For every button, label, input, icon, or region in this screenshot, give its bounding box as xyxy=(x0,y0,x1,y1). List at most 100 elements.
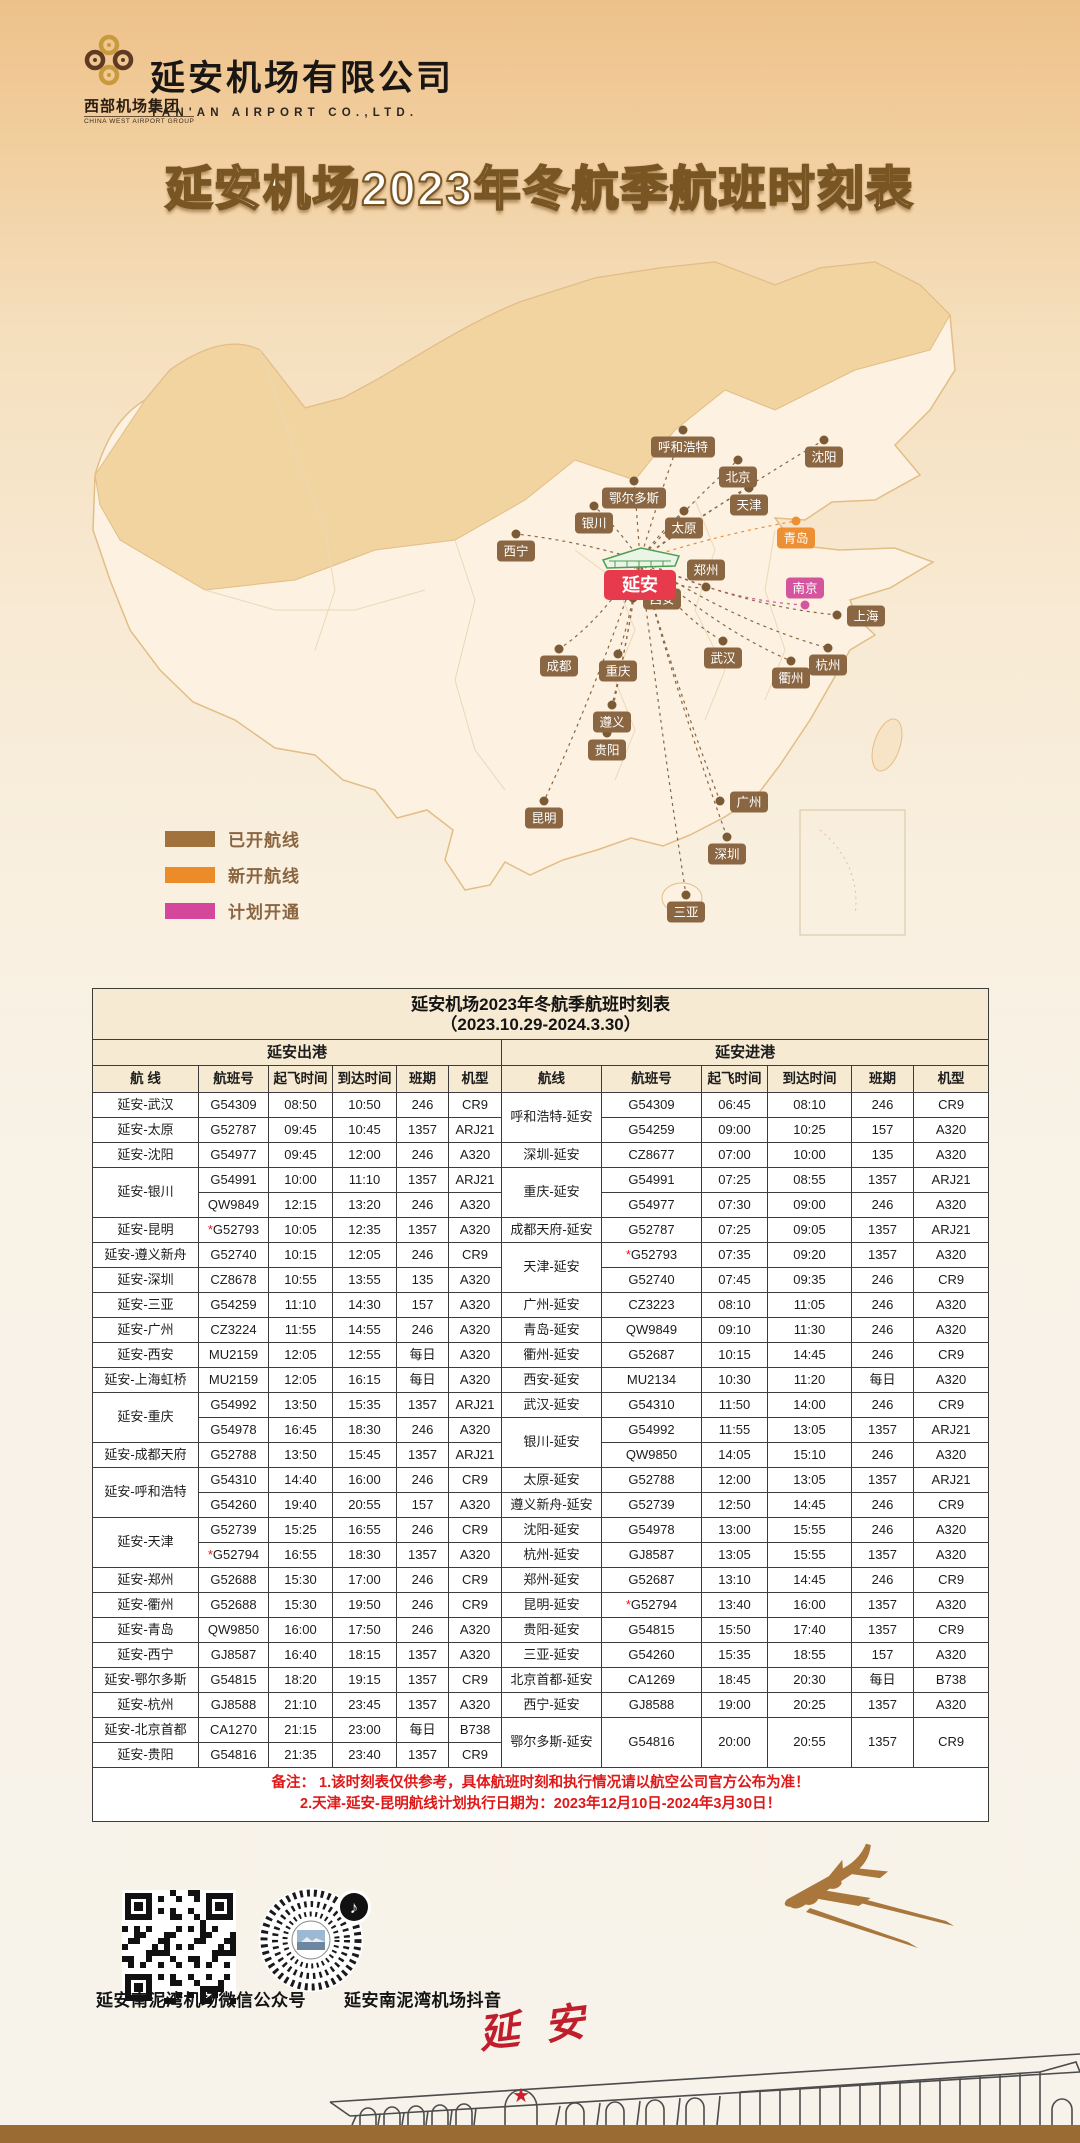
svg-text:南京: 南京 xyxy=(792,581,817,596)
arr-time-cell: 09:05 xyxy=(767,1217,852,1244)
city-label: 遵义 xyxy=(593,711,631,733)
route-cell: 延安-贵阳 xyxy=(92,1742,199,1769)
dep-time-cell: 09:45 xyxy=(268,1117,333,1144)
note-line: 备注： 1.该时刻表仅供参考，具体航班时刻和执行情况请以航空公司官方公布为准！ xyxy=(271,1775,810,1792)
table-title-row: 延安机场2023年冬航季航班时刻表 （2023.10.29-2024.3.30） xyxy=(91,987,990,1041)
aircraft-cell: A320 xyxy=(912,1292,990,1319)
yanan-terminal-icon xyxy=(601,547,681,569)
route-cell: 银川-延安 xyxy=(501,1417,602,1469)
svg-text:呼和浩特: 呼和浩特 xyxy=(658,440,708,455)
arr-time-cell: 18:55 xyxy=(767,1642,852,1669)
city-dot xyxy=(718,636,728,646)
days-cell: 1357 xyxy=(851,1467,914,1494)
svg-text:广州: 广州 xyxy=(736,796,761,810)
aircraft-cell: A320 xyxy=(448,1492,502,1519)
dep-time-cell: 15:30 xyxy=(268,1567,333,1594)
flight-no-cell: MU2159 xyxy=(198,1342,269,1369)
svg-text:太原: 太原 xyxy=(671,521,696,536)
flight-no-cell: G54260 xyxy=(198,1492,269,1519)
days-cell: 135 xyxy=(396,1267,449,1294)
table-row: 延安-沈阳 G54977 09:45 12:00 246 A320 深圳-延安 CZ8677 0… xyxy=(92,1142,990,1169)
column-header: 到达时间 xyxy=(767,1065,852,1094)
aircraft-cell: ARJ21 xyxy=(912,1217,990,1244)
dep-time-cell: 07:00 xyxy=(701,1142,768,1169)
flight-no-cell: G54309 xyxy=(198,1092,269,1119)
route-line xyxy=(639,459,739,561)
days-cell: 246 xyxy=(396,1617,449,1644)
dep-time-cell: 21:10 xyxy=(268,1692,333,1719)
arr-time-cell: 18:30 xyxy=(332,1542,397,1569)
aircraft-cell: CR9 xyxy=(448,1742,502,1769)
aircraft-cell: A320 xyxy=(912,1517,990,1544)
arr-time-cell: 13:55 xyxy=(332,1267,397,1294)
route-line xyxy=(639,510,685,561)
flight-no-cell: G54992 xyxy=(198,1392,269,1419)
arr-time-cell: 17:00 xyxy=(332,1567,397,1594)
days-cell: 每日 xyxy=(396,1367,449,1394)
aircraft-cell: A320 xyxy=(912,1192,990,1219)
city-dot xyxy=(681,890,691,900)
route-cell: 西安-延安 xyxy=(501,1367,602,1394)
dep-time-cell: 12:00 xyxy=(701,1467,768,1494)
poster-title: 延安机场2023年冬航季航班时刻表 xyxy=(164,161,915,216)
dep-time-cell: 10:15 xyxy=(268,1242,333,1269)
city-label: 太原 xyxy=(665,517,703,539)
plan-asterisk: * xyxy=(207,1221,213,1237)
flight-no-cell: G54309 xyxy=(601,1092,702,1119)
table-row: 延安-武汉 G54309 08:50 10:50 246 CR9 呼和浩特-延安 G54309… xyxy=(92,1092,990,1144)
legend-swatch-new xyxy=(165,866,215,883)
arr-time-cell: 11:10 xyxy=(332,1167,397,1194)
days-cell: 157 xyxy=(851,1117,914,1144)
route-cell: 太原-延安 xyxy=(501,1467,602,1494)
arr-time-cell: 15:55 xyxy=(767,1542,852,1569)
route-cell: 昆明-延安 xyxy=(501,1592,602,1619)
flight-no-cell: *G52793 xyxy=(601,1242,702,1269)
arr-time-cell: 15:10 xyxy=(767,1442,852,1469)
column-header: 起飞时间 xyxy=(268,1065,333,1094)
dep-time-cell: 14:40 xyxy=(268,1467,333,1494)
svg-text:武汉: 武汉 xyxy=(710,652,736,666)
column-header: 机型 xyxy=(912,1065,990,1094)
table-row: 延安-三亚 G54259 11:10 14:30 157 A320 广州-延安 CZ3223 0… xyxy=(92,1292,990,1319)
aircraft-cell: CR9 xyxy=(912,1492,990,1519)
days-cell: 246 xyxy=(396,1317,449,1344)
dep-time-cell: 07:45 xyxy=(701,1267,768,1294)
dep-time-cell: 09:00 xyxy=(701,1117,768,1144)
aircraft-cell: A320 xyxy=(912,1442,990,1469)
arr-time-cell: 18:15 xyxy=(332,1642,397,1669)
svg-text:郑州: 郑州 xyxy=(693,563,718,578)
city-dot xyxy=(786,656,796,666)
hub-label: 延安 xyxy=(604,570,676,600)
city-dot xyxy=(791,516,801,526)
city-dot xyxy=(832,610,842,620)
dep-time-cell: 07:30 xyxy=(701,1192,768,1219)
flight-no-cell: *G52794 xyxy=(198,1542,269,1569)
table-row: 延安-鄂尔多斯 G54815 18:20 19:15 1357 CR9 北京首都-延安 CA1… xyxy=(92,1667,990,1694)
aircraft-cell: A320 xyxy=(448,1642,502,1669)
table-row: 延安-衢州 G52688 15:30 19:50 246 CR9 昆明-延安 *G52794 1… xyxy=(92,1592,990,1619)
city-label: 广州 xyxy=(730,791,768,813)
flight-no-cell: G52788 xyxy=(198,1442,269,1469)
flight-no-cell: G52787 xyxy=(198,1117,269,1144)
flight-no-cell: GJ8587 xyxy=(198,1642,269,1669)
flight-no-cell: G54978 xyxy=(198,1417,269,1444)
flight-no-cell: G54260 xyxy=(601,1642,702,1669)
arr-time-cell: 16:00 xyxy=(332,1467,397,1494)
table-row: 延安-上海虹桥 MU2159 12:05 16:15 每日 A320 西安-延安 MU2134… xyxy=(92,1367,990,1394)
arr-time-cell: 12:00 xyxy=(332,1142,397,1169)
dep-time-cell: 19:00 xyxy=(701,1692,768,1719)
terminal-star-icon: ★ xyxy=(512,2085,530,2107)
column-header: 航班号 xyxy=(601,1065,702,1094)
arr-time-cell: 08:55 xyxy=(767,1167,852,1194)
days-cell: 1357 xyxy=(851,1542,914,1569)
dep-time-cell: 09:45 xyxy=(268,1142,333,1169)
route-cell: 延安-衢州 xyxy=(92,1592,199,1619)
route-cell: 延安-上海虹桥 xyxy=(92,1367,199,1394)
flight-no-cell: *G52793 xyxy=(198,1217,269,1244)
arr-time-cell: 13:05 xyxy=(767,1467,852,1494)
route-cell: 延安-鄂尔多斯 xyxy=(92,1667,199,1694)
flight-no-cell: *G52794 xyxy=(601,1592,702,1619)
city-dot xyxy=(819,435,829,445)
flight-no-cell: CZ3223 xyxy=(601,1292,702,1319)
dep-time-cell: 18:20 xyxy=(268,1667,333,1694)
